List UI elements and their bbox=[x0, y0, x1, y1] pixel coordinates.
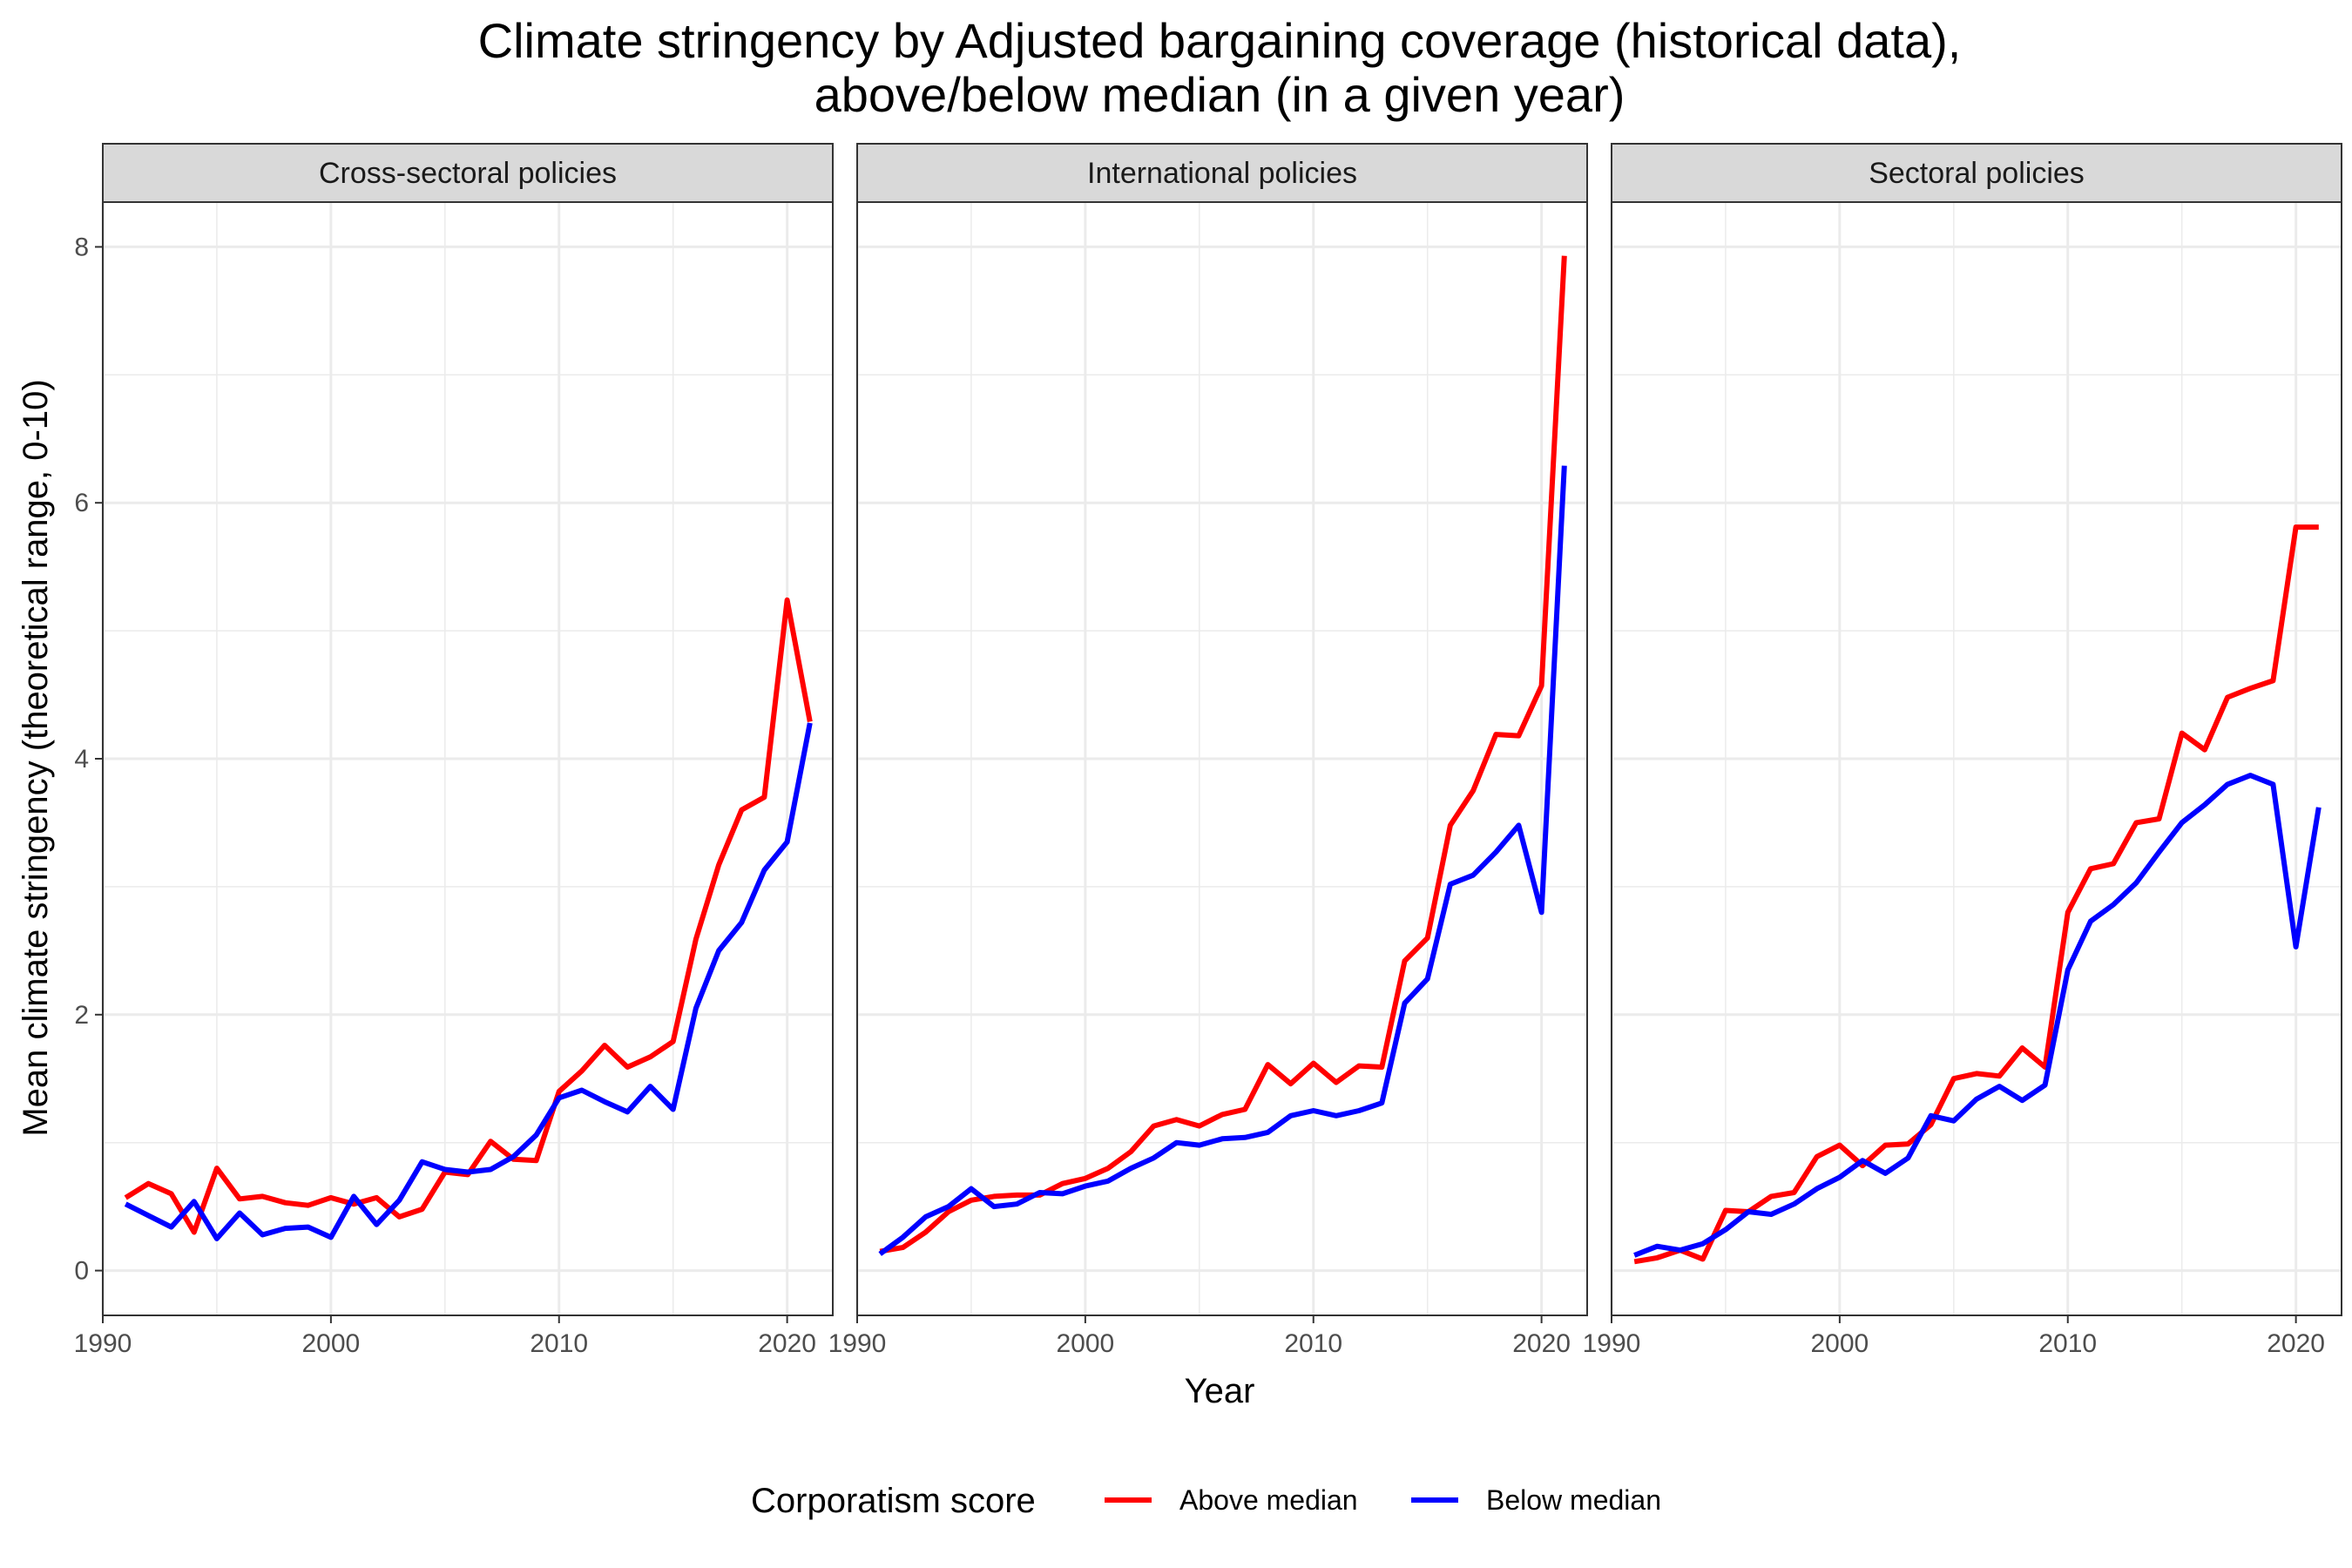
x-tick-label: 2020 bbox=[2267, 1329, 2325, 1358]
y-tick-label: 0 bbox=[74, 1257, 89, 1286]
series-line-above-median-international-policies bbox=[879, 255, 1567, 1254]
panel-cross-sectoral-policies: Cross-sectoral policies 1990 2000 2010 2020 0… bbox=[74, 143, 834, 1358]
legend: Corporatism score Above median Below med… bbox=[751, 1482, 1661, 1520]
x-tick-label: 2010 bbox=[530, 1329, 588, 1358]
x-axis-title: Year bbox=[1185, 1372, 1255, 1410]
x-tick-label: 2000 bbox=[1057, 1329, 1115, 1358]
series-line-above-median-sectoral-policies bbox=[1633, 524, 2319, 1265]
y-tick-label: 4 bbox=[74, 745, 89, 774]
x-tick-label: 2010 bbox=[1284, 1329, 1342, 1358]
chart-title-line-1: Climate stringency by Adjusted bargainin… bbox=[478, 13, 1962, 68]
panel-border-international-policies bbox=[856, 201, 1588, 1316]
strip-label-sectoral-policies: Sectoral policies bbox=[1869, 157, 2085, 190]
panel-sectoral-policies: Sectoral policies 1990 2000 2010 2020 bbox=[1583, 143, 2342, 1358]
series-line-below-median-international-policies bbox=[878, 465, 1567, 1256]
panel-border-sectoral-policies bbox=[1611, 201, 2342, 1316]
y-tick-label: 8 bbox=[74, 233, 89, 261]
y-tick-label: 2 bbox=[74, 1001, 89, 1030]
strip-label-international-policies: International policies bbox=[1087, 157, 1357, 190]
x-tick-label: 1990 bbox=[74, 1329, 132, 1358]
chart-title-line-2: above/below median (in a given year) bbox=[814, 67, 1625, 122]
legend-title: Corporatism score bbox=[751, 1482, 1036, 1520]
y-tick-label: 6 bbox=[74, 489, 89, 517]
legend-label-above-median: Above median bbox=[1179, 1484, 1358, 1516]
legend-label-below-median: Below median bbox=[1486, 1484, 1661, 1516]
series-line-above-median-cross-sectoral-policies bbox=[124, 597, 813, 1235]
y-axis-title: Mean climate stringency (theoretical ran… bbox=[17, 379, 55, 1136]
series-line-below-median-sectoral-policies bbox=[1633, 773, 2322, 1258]
x-tick-label: 2000 bbox=[1811, 1329, 1869, 1358]
x-tick-label: 2020 bbox=[1512, 1329, 1571, 1358]
x-tick-label: 2000 bbox=[302, 1329, 361, 1358]
strip-cross-sectoral-policies bbox=[102, 143, 834, 203]
panel-international-policies: International policies 1990 2000 2010 2020 bbox=[828, 143, 1588, 1358]
strip-label-cross-sectoral-policies: Cross-sectoral policies bbox=[319, 157, 617, 190]
series-line-below-median-cross-sectoral-policies bbox=[124, 722, 813, 1241]
x-tick-label: 1990 bbox=[1583, 1329, 1641, 1358]
x-tick-label: 1990 bbox=[828, 1329, 887, 1358]
x-tick-label: 2020 bbox=[758, 1329, 816, 1358]
strip-sectoral-policies bbox=[1611, 143, 2342, 203]
strip-international-policies bbox=[856, 143, 1588, 203]
x-tick-label: 2010 bbox=[2038, 1329, 2097, 1358]
